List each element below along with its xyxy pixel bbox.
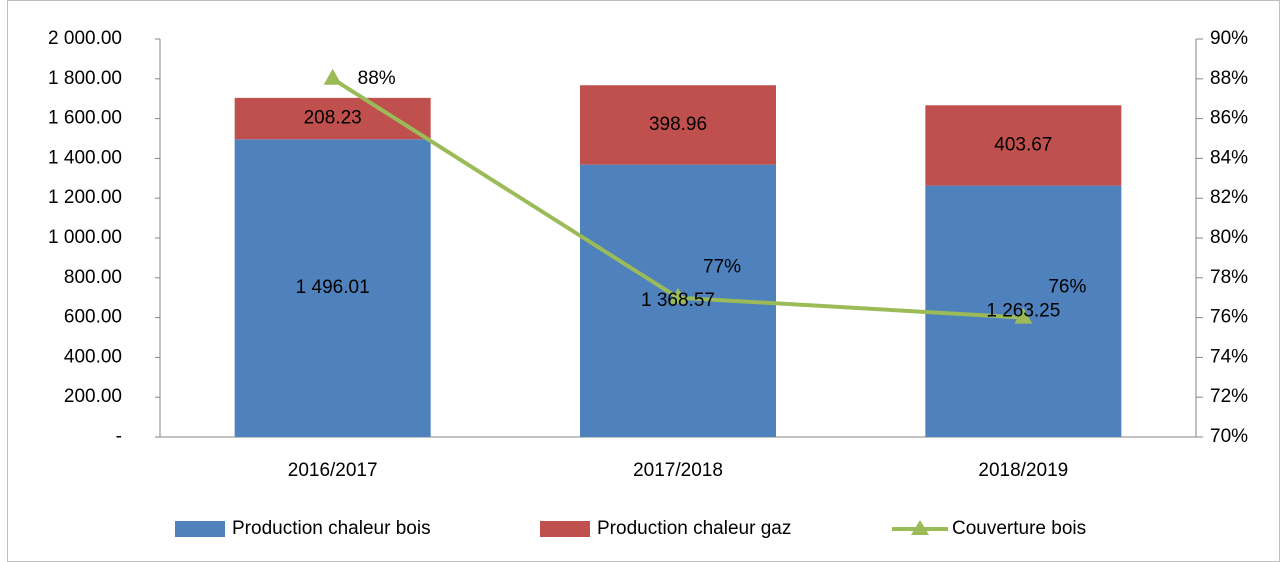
line-label: 76% [1048,277,1086,298]
legend-label: Couverture bois [952,518,1086,539]
y-tick-label: 400.00 [64,346,122,367]
legend-marker [911,520,929,535]
y2-tick-label: 86% [1210,108,1248,129]
line-label: 77% [703,257,741,278]
legend-swatch [175,521,225,537]
bar-label: 398.96 [649,114,707,135]
y2-tick-label: 74% [1210,346,1248,367]
bar-label: 1 368.57 [641,290,715,311]
x-tick-label: 2016/2017 [288,460,378,481]
legend-swatch [540,521,590,537]
y2-tick-label: 76% [1210,307,1248,328]
y-tick-label: 200.00 [64,386,122,407]
line-marker [669,287,687,304]
y-tick-label: 600.00 [64,307,122,328]
y-tick-label: 1 200.00 [48,187,122,208]
y2-tick-label: 88% [1210,68,1248,89]
legend-label: Production chaleur bois [232,518,431,539]
bar [234,139,431,437]
bar-label: 403.67 [994,134,1052,155]
x-tick-label: 2018/2019 [978,460,1068,481]
legend-label: Production chaleur gaz [597,518,791,539]
y-tick-label: - [116,426,122,447]
line-label: 88% [358,68,396,89]
x-tick-label: 2017/2018 [633,460,723,481]
y-tick-label: 2 000.00 [48,28,122,49]
y2-tick-label: 90% [1210,28,1248,49]
y-tick-label: 1 000.00 [48,227,122,248]
bar-label: 1 496.01 [296,277,370,298]
y2-tick-label: 78% [1210,267,1248,288]
y-tick-label: 1 600.00 [48,108,122,129]
y-tick-label: 800.00 [64,267,122,288]
bar-label: 1 263.25 [986,300,1060,321]
line-marker [1014,307,1033,324]
line-marker [323,68,342,85]
y2-tick-label: 80% [1210,227,1248,248]
y2-tick-label: 70% [1210,426,1248,447]
bar [925,105,1122,186]
y2-tick-label: 84% [1210,147,1248,168]
y-tick-label: 1 800.00 [48,68,122,89]
bar [580,85,776,165]
y-tick-label: 1 400.00 [48,147,122,168]
y2-tick-label: 72% [1210,386,1248,407]
bar-label: 208.23 [304,108,362,129]
y2-tick-label: 82% [1210,187,1248,208]
